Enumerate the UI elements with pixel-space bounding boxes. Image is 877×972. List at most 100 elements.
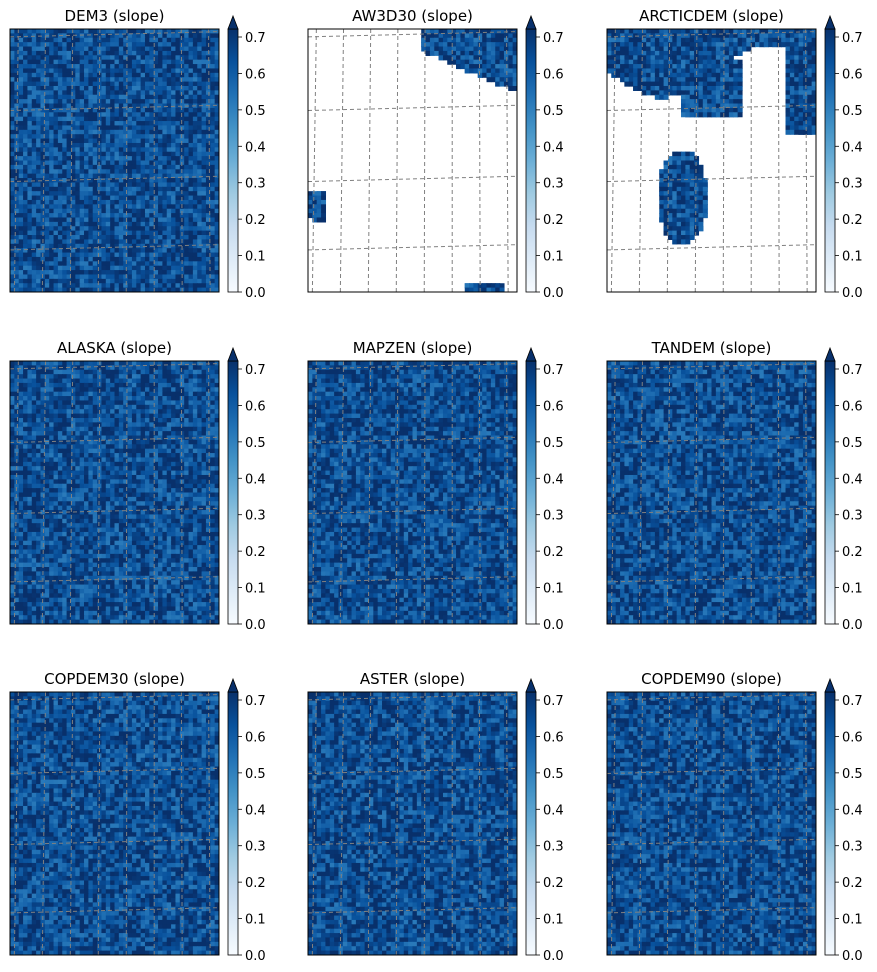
colorbar: 0.0 0.1 0.2 0.3 0.4 0.5 0.6 0.7 <box>227 346 266 633</box>
colorbar: 0.0 0.1 0.2 0.3 0.4 0.5 0.6 0.7 <box>525 677 564 964</box>
panel: COPDEM90 (slope) 0.0 0.1 0.2 0.3 0.4 0.5 0.6 0.7 <box>606 670 863 964</box>
colorbar-tick-label: 0.3 <box>842 840 863 855</box>
colorbar-tick-label: 0.1 <box>245 913 266 928</box>
panel-frame <box>307 691 518 956</box>
colorbar-tick-label: 0.6 <box>245 399 266 414</box>
colorbar-extend-arrow <box>525 14 537 30</box>
colorbar-tick-label: 0.2 <box>245 213 266 228</box>
panel-frame <box>9 28 220 293</box>
colorbar-gradient <box>824 28 836 293</box>
colorbar-tick-label: 0.1 <box>842 582 863 597</box>
colorbar-tick-label: 0.6 <box>842 399 863 414</box>
panel-title: COPDEM30 (slope) <box>44 670 185 688</box>
colorbar-tick-label: 0.3 <box>245 177 266 192</box>
colorbar: 0.0 0.1 0.2 0.3 0.4 0.5 0.6 0.7 <box>525 346 564 633</box>
heatmap <box>607 361 816 624</box>
colorbar-tick-label: 0.2 <box>543 545 564 560</box>
panel-title: COPDEM90 (slope) <box>641 670 782 688</box>
colorbar-tick-label: 0.1 <box>842 913 863 928</box>
colorbar-tick-label: 0.0 <box>842 949 863 964</box>
colorbar-tick-label: 0.2 <box>245 545 266 560</box>
colorbar-tick-label: 0.3 <box>842 509 863 524</box>
panel-frame <box>307 360 518 625</box>
colorbar-tick-label: 0.3 <box>842 177 863 192</box>
heatmap <box>607 692 816 955</box>
colorbar-extend-arrow <box>525 346 537 362</box>
colorbar-tick-label: 0.5 <box>543 436 564 451</box>
heatmap <box>10 361 219 624</box>
colorbar-tick-label: 0.0 <box>543 949 564 964</box>
colorbar-tick-label: 0.2 <box>842 213 863 228</box>
colorbar: 0.0 0.1 0.2 0.3 0.4 0.5 0.6 0.7 <box>227 677 266 964</box>
colorbar-tick-label: 0.5 <box>842 104 863 119</box>
colorbar-extend-arrow <box>227 14 239 30</box>
colorbar-tick-label: 0.7 <box>842 31 863 46</box>
colorbar: 0.0 0.1 0.2 0.3 0.4 0.5 0.6 0.7 <box>824 346 863 633</box>
colorbar-tick-label: 0.4 <box>245 472 266 487</box>
colorbar-tick-label: 0.6 <box>245 730 266 745</box>
colorbar-tick-label: 0.6 <box>245 67 266 82</box>
panel: DEM3 (slope) 0.0 0.1 0.2 0.3 0.4 0.5 0.6 0.7 <box>9 7 266 301</box>
colorbar-tick-label: 0.0 <box>543 618 564 633</box>
colorbar-tick-label: 0.6 <box>842 67 863 82</box>
colorbar-extend-arrow <box>525 677 537 693</box>
colorbar-tick-label: 0.0 <box>842 618 863 633</box>
panel-title: TANDEM (slope) <box>651 339 772 357</box>
colorbar-tick-label: 0.5 <box>245 767 266 782</box>
colorbar-gradient <box>525 360 537 625</box>
colorbar-tick-label: 0.4 <box>543 472 564 487</box>
colorbar-tick-label: 0.2 <box>842 876 863 891</box>
colorbar-tick-label: 0.5 <box>842 767 863 782</box>
panel: MAPZEN (slope) 0.0 0.1 0.2 0.3 0.4 0.5 0.6 0.7 <box>307 339 564 633</box>
panel-frame <box>307 28 518 293</box>
panel-title: DEM3 (slope) <box>65 7 165 25</box>
panel-title: ARCTICDEM (slope) <box>639 7 784 25</box>
panel: ARCTICDEM (slope) 0.0 0.1 0.2 0.3 0.4 0.5 0.6 0.… <box>606 7 863 301</box>
colorbar-extend-arrow <box>824 346 836 362</box>
colorbar-tick-label: 0.6 <box>543 67 564 82</box>
colorbar-tick-label: 0.3 <box>543 840 564 855</box>
heatmap <box>308 692 517 955</box>
colorbar-tick-label: 0.1 <box>543 913 564 928</box>
colorbar-tick-label: 0.1 <box>543 582 564 597</box>
panel-title: AW3D30 (slope) <box>352 7 473 25</box>
colorbar-gradient <box>227 360 239 625</box>
graticule <box>10 692 219 955</box>
panel: ALASKA (slope) 0.0 0.1 0.2 0.3 0.4 0.5 0.6 0.7 <box>9 339 266 633</box>
colorbar-tick-label: 0.5 <box>543 104 564 119</box>
colorbar-extend-arrow <box>227 677 239 693</box>
panel-frame <box>9 360 220 625</box>
colorbar-extend-arrow <box>227 346 239 362</box>
panel-title: MAPZEN (slope) <box>353 339 473 357</box>
colorbar-tick-label: 0.0 <box>842 286 863 301</box>
graticule <box>10 361 219 624</box>
colorbar-tick-label: 0.4 <box>245 140 266 155</box>
colorbar-tick-label: 0.3 <box>543 177 564 192</box>
panel-frame <box>9 691 220 956</box>
colorbar-tick-label: 0.3 <box>245 509 266 524</box>
colorbar-tick-label: 0.4 <box>842 140 863 155</box>
colorbar-gradient <box>824 691 836 956</box>
colorbar-tick-label: 0.4 <box>842 803 863 818</box>
colorbar-tick-label: 0.7 <box>245 31 266 46</box>
colorbar-gradient <box>227 28 239 293</box>
colorbar-tick-label: 0.6 <box>543 730 564 745</box>
colorbar-gradient <box>525 691 537 956</box>
colorbar-tick-label: 0.5 <box>543 767 564 782</box>
heatmap <box>10 692 219 955</box>
colorbar-tick-label: 0.7 <box>543 31 564 46</box>
heatmap <box>607 29 816 292</box>
colorbar-tick-label: 0.5 <box>245 104 266 119</box>
panel: TANDEM (slope) 0.0 0.1 0.2 0.3 0.4 0.5 0.6 0.7 <box>606 339 863 633</box>
colorbar-tick-label: 0.7 <box>543 363 564 378</box>
graticule <box>607 692 816 955</box>
panel-grid: DEM3 (slope) 0.0 0.1 0.2 0.3 0.4 0.5 0.6 0.7 AW3D… <box>9 7 863 964</box>
colorbar-tick-label: 0.1 <box>842 250 863 265</box>
heatmap <box>308 361 517 624</box>
colorbar-tick-label: 0.4 <box>842 472 863 487</box>
colorbar-tick-label: 0.7 <box>245 363 266 378</box>
heatmap <box>308 29 517 292</box>
colorbar-gradient <box>227 691 239 956</box>
colorbar-tick-label: 0.2 <box>543 213 564 228</box>
